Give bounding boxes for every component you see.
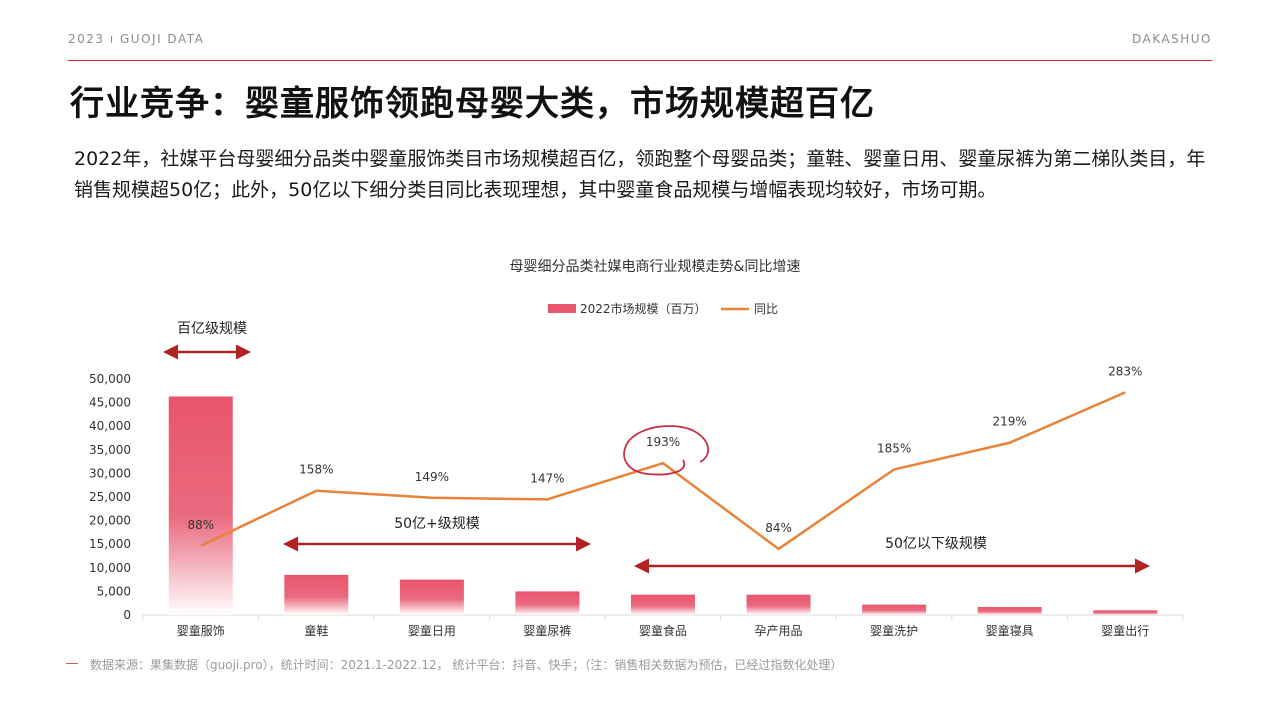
line-series: 88% 158% 149% 147% 193% 84% 185% 219% 283% [187,364,1142,551]
bar-婴童寝具 [977,606,1042,615]
y-tick-label: 35,000 [89,443,131,457]
header-right-tag: DAKASHUO [1132,32,1212,46]
combo-chart: 母婴细分品类社媒电商行业规模走势&同比增速 2022市场规模（百万） 同比 50… [89,259,1184,638]
y-tick-label: 50,000 [89,372,131,386]
x-category-label: 婴童食品 [639,623,687,638]
legend-line-label: 同比 [754,302,778,316]
legend-bar-swatch [548,304,576,313]
yoy-data-label: 88% [187,518,214,532]
y-tick-label: 15,000 [89,537,131,551]
y-tick-label: 45,000 [89,396,131,410]
x-category-label: 童鞋 [304,623,328,638]
bar-婴童服饰 [168,396,233,615]
tier3-label: 50亿以下级规模 [885,536,987,552]
highlight-circle [623,425,709,476]
bar-婴童出行 [1093,610,1158,615]
x-category-label: 婴童出行 [1101,623,1149,638]
y-tick-label: 30,000 [89,466,131,480]
x-category-label: 婴童日用 [408,623,456,638]
bar-孕产用品 [746,594,811,615]
source-marker [66,663,78,664]
y-tick-label: 25,000 [89,490,131,504]
x-category-label: 孕产用品 [755,624,803,638]
y-tick-label: 20,000 [89,514,131,528]
yoy-data-label: 193% [646,435,680,449]
y-tick-label: 0 [123,608,131,622]
data-source-note: 数据来源：果集数据（guoji.pro），统计时间：2021.1-2022.12… [90,658,843,672]
yoy-data-label: 158% [299,463,333,477]
x-category-label: 婴童服饰 [177,623,225,638]
page-title: 行业竞争：婴童服饰领跑母婴大类，市场规模超百亿 [70,84,875,124]
bar-series [168,396,1158,615]
x-category-label: 婴童寝具 [986,623,1034,638]
bar-婴童食品 [631,594,695,615]
x-axis-labels: 婴童服饰 童鞋 婴童日用 婴童尿裤 婴童食品 孕产用品 婴童洗护 婴童寝具 婴童出行 [177,623,1149,638]
y-axis-ticks: 50,000 45,000 40,000 35,000 30,000 25,000 20,0… [89,372,131,622]
y-tick-label: 10,000 [89,561,131,575]
x-axis-ticks [142,615,1184,620]
bar-童鞋 [284,574,349,615]
page-description: 2022年，社媒平台母婴细分品类中婴童服饰类目市场规模超百亿，领跑整个母婴品类；… [74,148,1206,201]
yoy-data-label: 147% [530,471,564,485]
chart-title: 母婴细分品类社媒电商行业规模走势&同比增速 [510,259,801,275]
yoy-data-label: 84% [765,521,792,535]
yoy-data-label: 149% [415,470,449,484]
yoy-data-label: 185% [877,441,911,455]
bar-婴童尿裤 [515,591,580,615]
yoy-data-label: 283% [1108,364,1142,378]
legend-bar-label: 2022市场规模（百万） [580,301,707,316]
y-tick-label: 40,000 [89,419,131,433]
header-divider [68,60,1212,61]
tier1-label: 百亿级规模 [177,321,247,337]
bar-婴童日用 [399,579,464,615]
header-left-tag: 2023 ı GUOJI DATA [68,32,205,46]
bar-婴童洗护 [862,604,927,615]
chart-container: 母婴细分品类社媒电商行业规模走势&同比增速 2022市场规模（百万） 同比 50… [0,240,1280,660]
tier2-label: 50亿+级规模 [394,516,480,532]
y-tick-label: 5,000 [97,584,131,598]
x-category-label: 婴童尿裤 [523,623,571,638]
yoy-data-label: 219% [993,415,1027,429]
x-category-label: 婴童洗护 [870,623,918,638]
yoy-line [200,391,1126,551]
